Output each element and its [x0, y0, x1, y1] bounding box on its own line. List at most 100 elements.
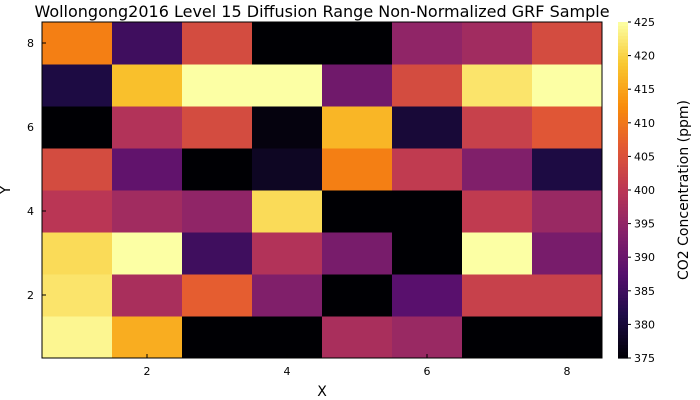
heatmap-cell [462, 106, 533, 149]
colorbar-segment [618, 230, 628, 235]
colorbar-segment [618, 247, 628, 252]
colorbar-tick-label: 420 [634, 50, 655, 63]
colorbar [618, 22, 628, 359]
colorbar-segment [618, 139, 628, 144]
heatmap-cell [112, 22, 183, 65]
heatmap-cell [42, 106, 113, 149]
colorbar-segment [618, 226, 628, 231]
y-tick-label: 8 [27, 37, 34, 50]
colorbar-segment [618, 294, 628, 299]
x-axis-label: X [317, 384, 327, 400]
colorbar-tick-label: 400 [634, 184, 655, 197]
colorbar-segment [618, 307, 628, 312]
heatmap-cell [392, 22, 463, 65]
heatmap-cell [112, 190, 183, 233]
heatmap-cell [392, 106, 463, 149]
colorbar-segment [618, 216, 628, 221]
colorbar-segment [618, 179, 628, 184]
colorbar-ticks: 375 380 385 390 395 400 405 410 415 420 425 [628, 16, 655, 365]
colorbar-segment [618, 48, 628, 53]
colorbar-segment [618, 132, 628, 137]
colorbar-segment [618, 153, 628, 157]
colorbar-segment [618, 344, 628, 349]
heatmap-cell [322, 190, 393, 233]
plot-frame [41, 21, 603, 359]
colorbar-segment [618, 321, 628, 325]
heatmap-cell [532, 232, 603, 275]
colorbar-tick-label: 380 [634, 318, 655, 331]
colorbar-segment [618, 280, 628, 285]
colorbar-segment [618, 223, 628, 228]
colorbar-segment [618, 257, 628, 262]
heatmap-cell [252, 64, 323, 107]
colorbar-segment [618, 193, 628, 198]
colorbar-segment [618, 317, 628, 322]
colorbar-segment [618, 213, 628, 218]
colorbar-segment [618, 58, 628, 63]
colorbar-segment [618, 55, 628, 60]
colorbar-segment [618, 109, 628, 114]
heatmap-cell [42, 148, 113, 191]
heatmap-cell [462, 190, 533, 233]
colorbar-segment [618, 210, 628, 215]
colorbar-segment [618, 190, 628, 194]
colorbar-segment [618, 270, 628, 275]
colorbar-segment [618, 324, 628, 329]
chart-title: Wollongong2016 Level 15 Diffusion Range … [34, 2, 609, 21]
colorbar-segment [618, 341, 628, 346]
x-tick-label: 8 [564, 365, 571, 378]
colorbar-segment [618, 297, 628, 302]
colorbar-segment [618, 28, 628, 33]
heatmap-cell [322, 316, 393, 359]
colorbar-segment [618, 169, 628, 174]
colorbar-segment [618, 38, 628, 43]
heatmap-cell [392, 148, 463, 191]
heatmap-cell [182, 316, 253, 359]
colorbar-segment [618, 203, 628, 208]
heatmap-cell [322, 106, 393, 149]
colorbar-segment [618, 82, 628, 87]
heatmap-cell [112, 64, 183, 107]
colorbar-segment [618, 149, 628, 154]
heatmap-cell [182, 22, 253, 65]
heatmap-cell [392, 64, 463, 107]
colorbar-segment [618, 92, 628, 97]
x-axis-ticks: 2 4 6 8 [144, 354, 571, 378]
heatmap-cell [182, 232, 253, 275]
heatmap-cell [462, 274, 533, 317]
colorbar-segment [618, 126, 628, 131]
colorbar-segment [618, 79, 628, 84]
colorbar-segment [618, 267, 628, 272]
y-tick-label: 4 [27, 205, 34, 218]
heatmap-cell [42, 22, 113, 65]
heatmap-cell [252, 316, 323, 359]
heatmap-cell [322, 64, 393, 107]
colorbar-segment [618, 142, 628, 147]
heatmap-cell [42, 316, 113, 359]
colorbar-tick-label: 375 [634, 352, 655, 365]
colorbar-segment [618, 176, 628, 181]
colorbar-segment [618, 233, 628, 238]
heatmap-cell [182, 148, 253, 191]
colorbar-segment [618, 75, 628, 80]
colorbar-segment [618, 334, 628, 339]
colorbar-segment [618, 163, 628, 168]
heatmap-cell [252, 106, 323, 149]
colorbar-segment [618, 220, 628, 225]
colorbar-segment [618, 354, 628, 359]
colorbar-segment [618, 102, 628, 107]
heatmap-cell [322, 22, 393, 65]
colorbar-segment [618, 119, 628, 124]
colorbar-segment [618, 310, 628, 315]
heatmap-cell [322, 274, 393, 317]
colorbar-segment [618, 99, 628, 104]
heatmap-cells [42, 22, 603, 359]
colorbar-segment [618, 337, 628, 342]
colorbar-tick-label: 425 [634, 16, 655, 29]
colorbar-segment [618, 260, 628, 265]
x-tick-label: 4 [284, 365, 291, 378]
heatmap-cell [532, 148, 603, 191]
colorbar-segment [618, 240, 628, 245]
colorbar-segment [618, 32, 628, 37]
colorbar-tick-label: 390 [634, 251, 655, 264]
